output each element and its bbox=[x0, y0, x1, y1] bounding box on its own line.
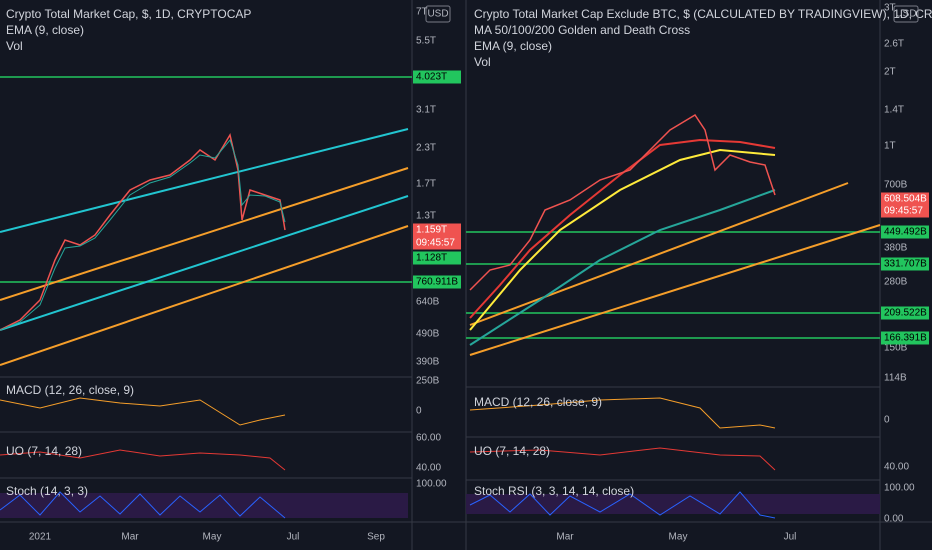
axis-label: 0.00 bbox=[884, 514, 904, 525]
x-axis-label: Jul bbox=[784, 532, 797, 543]
axis-label: 100.00 bbox=[884, 483, 915, 494]
price-badge-label: 09:45:57 bbox=[884, 206, 923, 217]
axis-label: 250B bbox=[416, 376, 440, 387]
price-badge-label: 608.504B bbox=[884, 194, 927, 205]
stoch-band bbox=[0, 493, 408, 518]
axis-label: 3T bbox=[884, 3, 896, 14]
trend-line bbox=[0, 167, 409, 301]
macd-title: MACD (12, 26, close, 9) bbox=[6, 383, 134, 397]
uo-line bbox=[0, 449, 286, 471]
ma-line bbox=[469, 189, 776, 346]
axis-label: 380B bbox=[884, 243, 908, 254]
macd-line bbox=[0, 397, 286, 426]
axis-label: 1.4T bbox=[884, 105, 904, 116]
trend-line bbox=[0, 195, 409, 331]
price-badge-label: 331.707B bbox=[884, 259, 927, 270]
ema bbox=[0, 138, 286, 331]
ma-line bbox=[469, 148, 776, 331]
legend: Vol bbox=[474, 55, 491, 69]
uo-line bbox=[469, 447, 776, 471]
axis-label: 1T bbox=[884, 141, 896, 152]
axis-label: 3.1T bbox=[416, 105, 436, 116]
legend: Crypto Total Market Cap Exclude BTC, $ (… bbox=[474, 7, 932, 21]
axis-label: 1.3T bbox=[416, 211, 436, 222]
stoch-line bbox=[0, 491, 286, 519]
axis-label: 2.3T bbox=[416, 143, 436, 154]
currency[interactable]: USD bbox=[895, 9, 916, 20]
axis-label: 1.7T bbox=[416, 179, 436, 190]
legend: MA 50/100/200 Golden and Death Cross bbox=[474, 23, 690, 37]
price-badge-label: 1.128T bbox=[416, 253, 447, 264]
x-axis-label: May bbox=[669, 532, 688, 543]
axis-label: 0 bbox=[416, 406, 422, 417]
legend: EMA (9, close) bbox=[474, 39, 552, 53]
x-axis-label: Jul bbox=[287, 532, 300, 543]
price-badge-label: 1.159T bbox=[416, 225, 447, 236]
x-axis-label: 2021 bbox=[29, 532, 52, 543]
price-badge-label: 166.391B bbox=[884, 333, 927, 344]
stoch-band bbox=[466, 494, 880, 514]
price-badge-label: 209.522B bbox=[884, 308, 927, 319]
price-badge bbox=[881, 257, 929, 271]
price-badge-label: 4.023T bbox=[416, 72, 447, 83]
price-badge bbox=[413, 275, 461, 289]
axis-label: 2.6T bbox=[884, 39, 904, 50]
axis-label: 2T bbox=[884, 67, 896, 78]
price-badge bbox=[413, 70, 461, 84]
currency[interactable]: USD bbox=[427, 9, 448, 20]
axis-label: 100.00 bbox=[416, 479, 447, 490]
price-badge bbox=[881, 204, 929, 218]
price-badge bbox=[881, 225, 929, 239]
axis-label: 60.00 bbox=[416, 433, 441, 444]
legend: Crypto Total Market Cap, $, 1D, CRYPTOCA… bbox=[6, 7, 251, 21]
axis-label: 390B bbox=[416, 357, 440, 368]
x-axis-label: Mar bbox=[556, 532, 574, 543]
trend-line bbox=[469, 182, 849, 326]
legend: EMA (9, close) bbox=[6, 23, 84, 37]
stoch-title: Stoch (14, 3, 3) bbox=[6, 484, 88, 498]
axis-label: 280B bbox=[884, 277, 908, 288]
axis-label: 40.00 bbox=[416, 463, 441, 474]
price bbox=[0, 133, 286, 331]
legend: Vol bbox=[6, 39, 23, 53]
trend-line bbox=[0, 128, 409, 233]
price-badge bbox=[413, 236, 461, 250]
macd-line bbox=[469, 397, 776, 429]
price-badge-label: 449.492B bbox=[884, 227, 927, 238]
axis-label: 490B bbox=[416, 329, 440, 340]
axis-label: 640B bbox=[416, 297, 440, 308]
right-chart: Crypto Total Market Cap Exclude BTC, $ (… bbox=[465, 0, 932, 550]
x-axis-label: May bbox=[203, 532, 222, 543]
trend-line bbox=[0, 225, 409, 366]
stoch-line bbox=[469, 491, 776, 519]
axis-label: 5.5T bbox=[416, 36, 436, 47]
x-axis-label: Mar bbox=[121, 532, 139, 543]
price-badge bbox=[881, 331, 929, 345]
price-badge bbox=[413, 223, 461, 237]
axis-label: 0 bbox=[884, 415, 890, 426]
uo-title: UO (7, 14, 28) bbox=[474, 444, 550, 458]
axis-label: 114B bbox=[884, 373, 907, 384]
currency-box[interactable] bbox=[893, 5, 919, 23]
price-badge-label: 760.911B bbox=[416, 277, 458, 288]
axis-label: 700B bbox=[884, 180, 908, 191]
price bbox=[469, 113, 776, 291]
x-axis-label: Sep bbox=[367, 532, 385, 543]
price-badge bbox=[881, 192, 929, 206]
price-badge-label: 09:45:57 bbox=[416, 238, 455, 249]
axis-label: 40.00 bbox=[884, 462, 909, 473]
ma-line bbox=[469, 138, 776, 319]
axis-label: 150B bbox=[884, 343, 908, 354]
price-badge bbox=[881, 306, 929, 320]
macd-title: MACD (12, 26, close, 9) bbox=[474, 395, 602, 409]
trend-line bbox=[469, 224, 881, 356]
stoch-title: Stoch RSI (3, 3, 14, 14, close) bbox=[474, 484, 634, 498]
currency-box[interactable] bbox=[425, 5, 451, 23]
price-badge bbox=[413, 251, 461, 265]
axis-label: 7T bbox=[416, 7, 428, 18]
uo-title: UO (7, 14, 28) bbox=[6, 444, 82, 458]
